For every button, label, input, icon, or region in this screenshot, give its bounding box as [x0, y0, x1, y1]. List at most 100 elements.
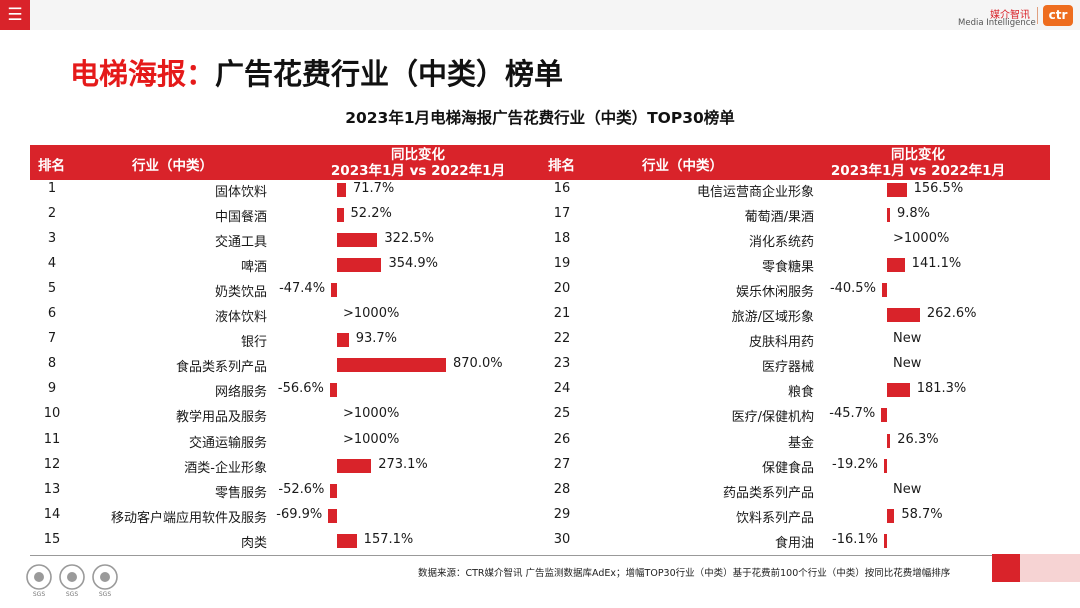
table-header-bar: 排名 行业（中类） 同比变化 2023年1月 vs 2022年1月 排名 行业（… — [30, 145, 1050, 180]
page-title-highlight: 电梯海报： — [70, 57, 216, 91]
change-value-label: 354.9% — [388, 256, 439, 272]
rank-cell: 23 — [553, 356, 571, 372]
left-rank-header: 排名 — [38, 158, 65, 174]
industry-cell: 啤酒 — [240, 260, 267, 276]
industry-cell: 基金 — [787, 435, 814, 451]
logo-english-text: Media Intelligence — [958, 18, 1036, 28]
change-value-label: -16.1% — [832, 531, 878, 547]
corner-pink-block — [1020, 554, 1080, 582]
change-value-label: 273.1% — [378, 456, 428, 472]
change-bar — [331, 283, 337, 298]
rank-cell: 8 — [47, 356, 57, 372]
rank-cell: 28 — [553, 481, 571, 497]
top-strip — [0, 0, 1080, 30]
change-bar — [884, 458, 887, 473]
rank-cell: 29 — [553, 506, 571, 522]
change-bar — [337, 533, 357, 548]
right-change-header-line1: 同比变化 — [891, 147, 945, 163]
change-value-label: -69.9% — [276, 506, 323, 522]
industry-cell: 肉类 — [240, 535, 267, 551]
menu-button[interactable]: ☰ — [0, 0, 30, 30]
change-bar — [337, 233, 378, 248]
industry-cell: 食品类系列产品 — [175, 360, 267, 376]
industry-cell: 食用油 — [774, 535, 814, 551]
change-value-label: 93.7% — [355, 331, 398, 347]
rank-cell: 15 — [43, 531, 61, 547]
industry-cell: 零售服务 — [214, 485, 267, 501]
industry-cell: 教学用品及服务 — [175, 410, 267, 426]
industry-cell: 银行 — [240, 335, 267, 351]
industry-cell: 娱乐休闲服务 — [735, 285, 814, 301]
hamburger-menu-icon: ☰ — [7, 5, 23, 25]
industry-cell: 医疗/保健机构 — [731, 410, 814, 426]
rank-cell: 27 — [553, 456, 571, 472]
industry-cell: 零食糖果 — [761, 260, 814, 276]
page-title-rest: 广告花费行业（中类）榜单 — [215, 57, 564, 91]
change-value-label: -56.6% — [277, 381, 324, 397]
sgs-badge-label: SGS — [99, 591, 111, 598]
change-value-label: 141.1% — [911, 256, 962, 272]
change-value-label: >1000% — [343, 406, 400, 422]
sgs-badge-label: SGS — [33, 591, 45, 598]
change-value-label: -19.2% — [832, 456, 878, 472]
rank-cell: 30 — [553, 531, 571, 547]
rank-cell: 13 — [43, 481, 61, 497]
industry-cell: 移动客户端应用软件及服务 — [110, 510, 267, 526]
change-value-label: 181.3% — [916, 381, 967, 397]
change-bar — [337, 333, 349, 348]
rank-cell: 4 — [47, 256, 57, 272]
logo-chinese-text: 媒介智讯 — [990, 10, 1030, 21]
change-bar — [329, 383, 337, 398]
footer-divider — [30, 555, 1050, 556]
industry-cell: 酒类-企业形象 — [184, 460, 267, 476]
sgs-badge-label: SGS — [66, 591, 78, 598]
industry-cell: 皮肤科用药 — [748, 335, 814, 351]
change-bar — [328, 508, 337, 523]
change-value-label: >1000% — [343, 306, 400, 322]
rank-cell: 20 — [553, 281, 571, 297]
change-bar — [887, 183, 907, 197]
change-value-label: 870.0% — [453, 356, 503, 372]
change-value-label: -52.6% — [278, 481, 325, 497]
industry-cell: 饮料系列产品 — [735, 510, 814, 526]
change-bar — [887, 508, 895, 523]
data-source-note: 数据来源：CTR媒介智讯 广告监测数据库AdEx；增幅TOP30行业（中类）基于… — [418, 568, 951, 579]
industry-cell: 液体饮料 — [214, 310, 267, 326]
industry-cell: 固体饮料 — [214, 185, 267, 200]
change-bar — [887, 208, 890, 223]
industry-cell: 交通工具 — [214, 235, 267, 251]
industry-cell: 保健食品 — [761, 460, 814, 476]
change-value-label: 58.7% — [901, 506, 943, 522]
rank-cell: 3 — [47, 231, 57, 247]
page-title: 电梯海报：广告花费行业（中类）榜单 — [70, 51, 563, 93]
change-value-label: >1000% — [893, 231, 950, 247]
rank-cell: 10 — [43, 406, 61, 422]
change-bar — [881, 283, 887, 298]
industry-cell: 药品类系列产品 — [722, 485, 814, 501]
change-value-label: 26.3% — [897, 431, 939, 447]
right-industry-header: 行业（中类） — [642, 158, 723, 174]
change-value-label: 156.5% — [913, 181, 964, 196]
rank-cell: 16 — [553, 181, 571, 196]
ctr-logo-mark: ctr — [1043, 5, 1073, 26]
right-rank-header: 排名 — [548, 158, 575, 174]
rank-cell: 18 — [553, 231, 571, 247]
logo-separator — [1037, 7, 1038, 24]
change-value-label: 71.7% — [352, 181, 395, 196]
change-bar — [337, 258, 382, 273]
change-value-label: -47.4% — [279, 281, 326, 297]
change-bar — [887, 433, 891, 448]
industry-cell: 粮食 — [787, 385, 814, 401]
rank-cell: 22 — [553, 331, 571, 347]
change-bar — [887, 258, 905, 273]
rank-cell: 12 — [43, 456, 61, 472]
change-value-label: -45.7% — [829, 406, 876, 422]
change-value-label: New — [893, 356, 922, 372]
change-bar — [887, 383, 910, 398]
rank-cell: 1 — [47, 181, 57, 196]
change-bar — [887, 308, 920, 323]
change-bar — [337, 208, 344, 223]
rank-cell: 11 — [43, 431, 61, 447]
change-value-label: 322.5% — [384, 231, 434, 247]
change-bar — [337, 458, 372, 473]
